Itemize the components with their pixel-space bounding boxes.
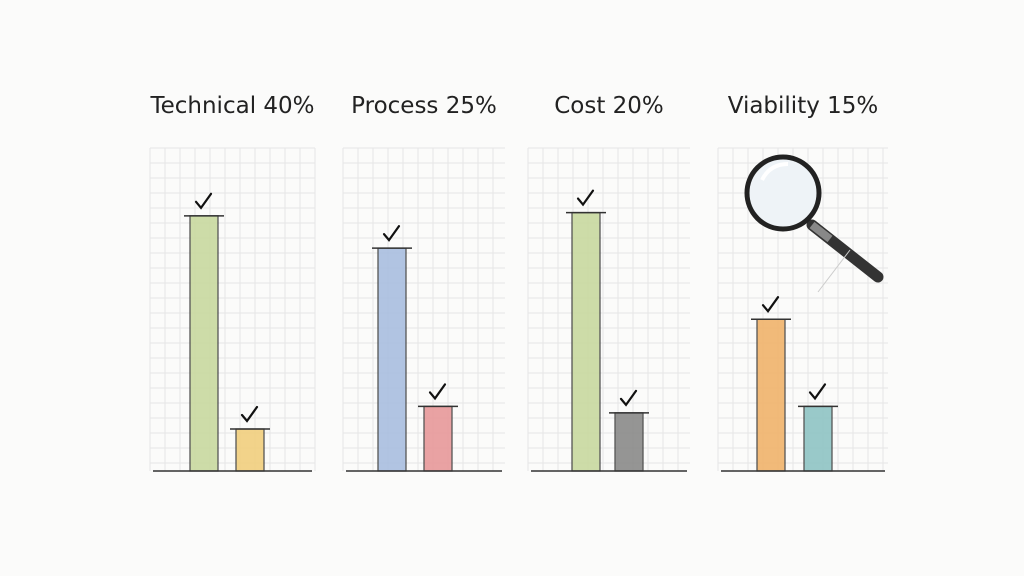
check-mark <box>194 192 213 210</box>
panel-title: Cost 20% <box>554 93 664 119</box>
bar <box>803 405 833 472</box>
bar <box>189 215 219 472</box>
bar <box>235 428 265 472</box>
panel-title: Process 25% <box>351 93 497 119</box>
check-mark <box>240 405 259 423</box>
bar <box>571 211 601 472</box>
panel-title: Technical 40% <box>149 93 314 119</box>
check-mark <box>761 296 780 313</box>
check-mark <box>808 383 827 401</box>
bar <box>377 247 407 472</box>
check-mark <box>576 189 595 207</box>
bar <box>756 318 786 472</box>
bar <box>614 412 644 472</box>
check-mark <box>428 383 447 401</box>
check-mark <box>382 225 401 242</box>
magnifying-glass <box>744 154 884 293</box>
panel-title: Viability 15% <box>728 93 879 119</box>
bar <box>423 405 453 472</box>
check-mark <box>619 389 638 407</box>
